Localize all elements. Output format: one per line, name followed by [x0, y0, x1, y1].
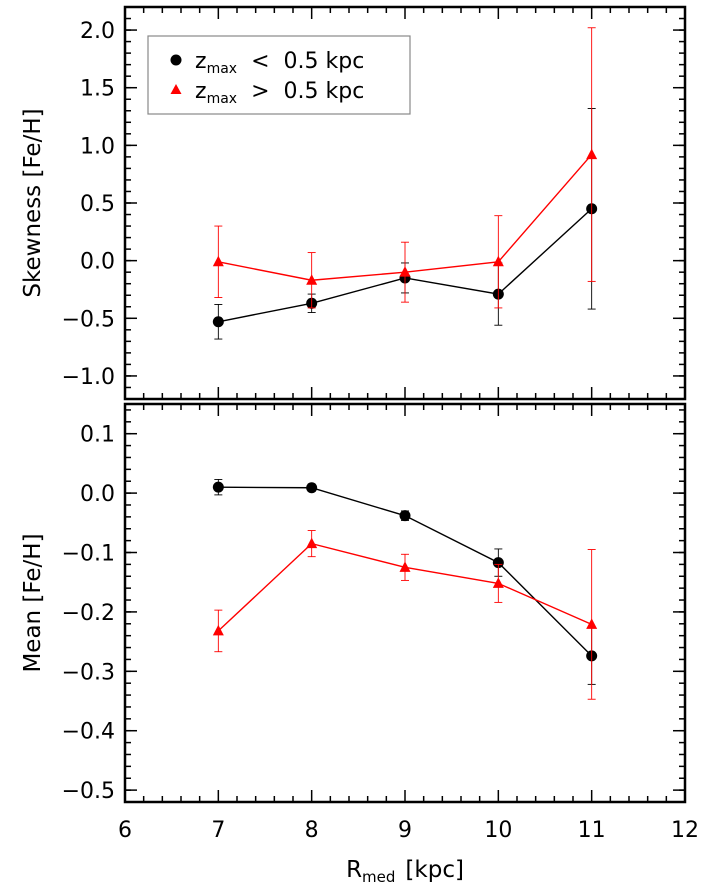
top-series-1-point [212, 255, 224, 267]
top-series-0-point [212, 316, 224, 328]
x-tick-label: 11 [578, 818, 606, 843]
legend-box [147, 35, 411, 115]
top-y-tick-label: 0.5 [80, 192, 115, 217]
top-y-tick-label: −0.5 [62, 307, 115, 332]
bottom-series-1-point [586, 618, 598, 629]
legend: zmax <0.5 kpc zmax >0.5 kpc [147, 35, 411, 115]
bottom-y-tick-label: −0.5 [62, 779, 115, 804]
top-panel-ticks: −1.0 −0.5 0.0 0.5 1.0 1.5 2.0 [62, 6, 686, 400]
x-tick-label: 7 [211, 818, 225, 843]
bottom-panel-series [212, 478, 598, 700]
bottom-y-tick-label: −0.1 [62, 542, 115, 567]
bottom-series-0-point [399, 510, 411, 522]
x-tick-label: 6 [118, 818, 132, 843]
legend-marker-triangle [170, 84, 182, 94]
x-tick-label: 10 [484, 818, 512, 843]
bottom-series-0-point [492, 557, 504, 569]
top-series-1-point [399, 266, 411, 277]
top-y-tick-label: 1.5 [80, 77, 115, 102]
bottom-series-0-point [306, 482, 318, 494]
bottom-y-tick-label: −0.4 [62, 720, 115, 745]
top-series-1-point [492, 255, 504, 267]
legend-entry-1: zmax <0.5 kpc [195, 49, 364, 77]
bottom-series-1-point [399, 561, 411, 572]
x-axis-label: Rmed [kpc] [346, 857, 464, 886]
bottom-series-0-point [212, 481, 224, 493]
top-y-tick-label: 2.0 [80, 19, 115, 44]
x-tick-label: 12 [671, 818, 699, 843]
bottom-panel-ticks: 6 7 8 9 10 11 12 −0.5 −0.4 −0.3 −0.2 −0.1 0.0 0.1 [62, 404, 699, 843]
bottom-series-1-point [306, 537, 318, 549]
top-series-1-point [586, 148, 598, 160]
bottom-series-1-point [212, 624, 224, 636]
top-panel-series [212, 27, 598, 340]
bottom-y-tick-label: −0.2 [62, 601, 115, 626]
top-y-tick-label: 1.0 [80, 134, 115, 159]
top-y-tick-label: 0.0 [80, 250, 115, 275]
bottom-series-1-point [492, 577, 504, 588]
x-tick-label: 8 [305, 818, 319, 843]
bottom-y-tick-label: −0.3 [62, 660, 115, 685]
bottom-y-axis-label: Mean [Fe/H] [20, 533, 46, 672]
x-tick-label: 9 [398, 818, 412, 843]
top-series-1-point [306, 274, 318, 285]
bottom-y-tick-label: 0.0 [80, 482, 115, 507]
legend-marker-circle [170, 54, 182, 66]
legend-entry-2: zmax >0.5 kpc [195, 79, 364, 107]
bottom-panel-frame [123, 402, 687, 804]
bottom-y-tick-label: 0.1 [80, 423, 115, 448]
top-y-axis-label: Skewness [Fe/H] [20, 108, 46, 297]
top-y-tick-label: −1.0 [62, 365, 115, 390]
